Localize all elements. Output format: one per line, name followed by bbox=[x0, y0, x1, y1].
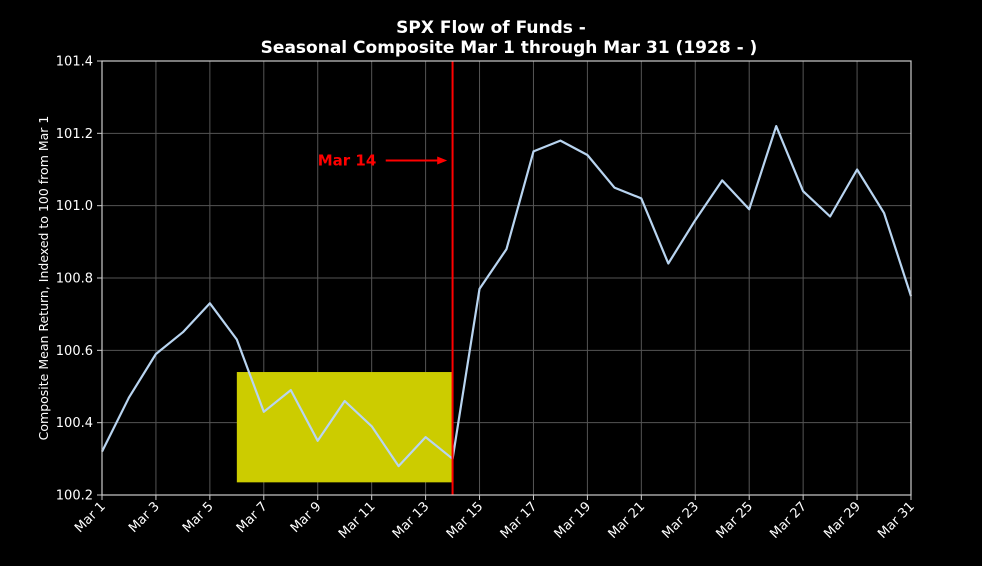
x-tick-label: Mar 1 bbox=[72, 499, 109, 536]
x-tick-label: Mar 19 bbox=[552, 499, 595, 542]
y-axis-ticks: 100.2 100.4 100.6 100.8 101.0 101.2 101.4 bbox=[56, 55, 102, 504]
x-tick-label: Mar 25 bbox=[713, 499, 756, 542]
x-tick-label: Mar 17 bbox=[498, 499, 541, 542]
series-line bbox=[101, 124, 913, 468]
x-tick-label: Mar 15 bbox=[444, 499, 487, 542]
x-axis-ticks: Mar 1 Mar 3 Mar 5 Mar 7 Mar 9 Mar 11 Mar 13 Mar… bbox=[72, 495, 918, 542]
y-axis-label: Composite Mean Return, Indexed to 100 fr… bbox=[36, 116, 51, 441]
x-tick-label: Mar 23 bbox=[660, 499, 703, 542]
y-tick-label: 100.2 bbox=[56, 489, 93, 504]
x-tick-label: Mar 7 bbox=[234, 499, 271, 536]
y-tick-label: 100.4 bbox=[56, 416, 93, 431]
annotation-arrow-head bbox=[437, 156, 448, 165]
annotation-label: Mar 14 bbox=[318, 151, 377, 169]
x-tick-label: Mar 21 bbox=[606, 499, 649, 542]
x-tick-label: Mar 11 bbox=[336, 499, 379, 542]
axes-frame bbox=[101, 60, 912, 496]
chart-title-line2: Seasonal Composite Mar 1 through Mar 31 … bbox=[261, 38, 758, 58]
x-tick-label: Mar 13 bbox=[390, 499, 433, 542]
y-tick-label: 101.0 bbox=[56, 199, 93, 214]
grid bbox=[101, 60, 912, 496]
highlight-box bbox=[236, 372, 453, 483]
x-tick-label: Mar 3 bbox=[126, 499, 163, 536]
x-tick-label: Mar 29 bbox=[821, 499, 864, 542]
y-tick-label: 100.6 bbox=[56, 344, 93, 359]
y-tick-label: 101.2 bbox=[56, 127, 93, 142]
x-tick-label: Mar 31 bbox=[875, 499, 918, 542]
x-tick-label: Mar 27 bbox=[767, 499, 810, 542]
y-tick-label: 101.4 bbox=[56, 55, 93, 70]
x-tick-label: Mar 9 bbox=[288, 499, 325, 536]
chart-title-line1: SPX Flow of Funds - bbox=[396, 18, 586, 38]
x-tick-label: Mar 5 bbox=[180, 499, 217, 536]
plot-area: Mar 14 bbox=[101, 60, 913, 496]
y-tick-label: 100.8 bbox=[56, 272, 93, 287]
